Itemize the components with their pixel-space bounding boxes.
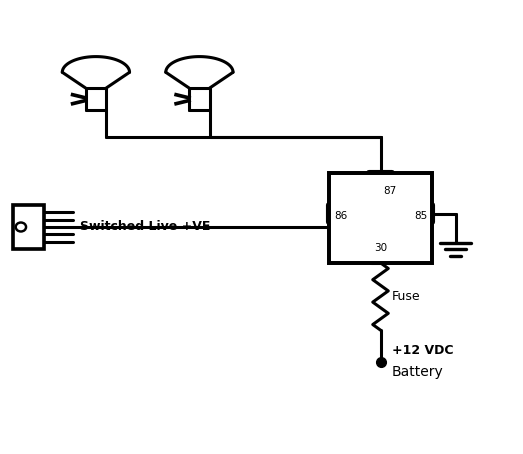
FancyBboxPatch shape	[329, 173, 432, 263]
Text: Fuse: Fuse	[392, 290, 420, 303]
Text: Battery: Battery	[392, 365, 444, 379]
Text: 85: 85	[414, 211, 427, 221]
Text: 30: 30	[374, 243, 388, 253]
Text: 86: 86	[334, 211, 347, 221]
Bar	[13, 205, 44, 249]
Text: +12 VDC: +12 VDC	[392, 344, 453, 357]
Text: 87: 87	[383, 186, 396, 196]
Text: Switched Live +VE: Switched Live +VE	[81, 221, 211, 233]
